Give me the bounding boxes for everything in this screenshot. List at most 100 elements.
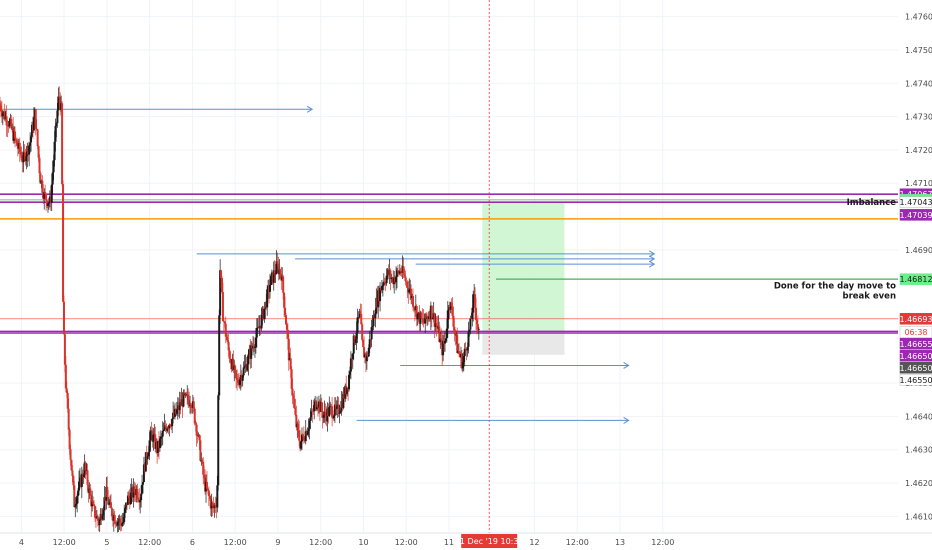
candle-body	[119, 518, 122, 523]
candle-body	[365, 356, 368, 362]
price-tick-label: 1.47400	[905, 79, 932, 88]
ray-arrowhead	[623, 362, 630, 369]
candle-body	[396, 270, 399, 272]
candle-body	[408, 289, 411, 293]
candle-body	[470, 318, 473, 320]
price-badge[interactable]	[899, 374, 932, 386]
candle-body	[62, 184, 65, 302]
candle-body	[372, 315, 375, 327]
candle-body	[77, 490, 80, 496]
candle-body	[192, 401, 195, 409]
candle-body	[359, 311, 362, 314]
candle-body	[178, 402, 181, 411]
time-axis[interactable]: 4 12:00 5 12:00 6 12:00 9 12:00 10 12:00 11 12 12:00…	[0, 532, 932, 550]
time-tick-label: 5	[104, 538, 109, 547]
candle-body	[460, 353, 463, 369]
price-badge-label: 1.46655	[899, 340, 932, 349]
candle-body	[292, 395, 295, 400]
grid	[0, 0, 898, 533]
annotation-text[interactable]: break even	[842, 291, 896, 301]
candle-body	[446, 310, 449, 329]
candle-body	[141, 482, 144, 485]
position-target-zone[interactable]	[482, 202, 565, 332]
candle-body	[445, 328, 448, 339]
price-badge[interactable]	[899, 209, 932, 221]
candle-body	[73, 485, 76, 508]
price-badge[interactable]	[899, 350, 932, 362]
candle-body	[71, 470, 74, 476]
price-badge[interactable]	[899, 338, 932, 350]
candle-body	[72, 475, 75, 486]
candle-body	[125, 502, 128, 509]
candle-body	[185, 393, 188, 396]
candle-body	[469, 318, 472, 330]
candle-body	[324, 411, 327, 416]
candle-body	[68, 429, 71, 450]
ray-lines[interactable]	[0, 105, 656, 424]
candle-body	[229, 358, 232, 363]
candle-body	[110, 502, 113, 509]
candle-body	[235, 370, 238, 378]
price-badge[interactable]	[899, 313, 932, 325]
candle-body	[47, 202, 50, 204]
candle-body	[321, 411, 324, 418]
candle-body	[312, 411, 315, 412]
candle-body	[19, 152, 22, 156]
candle-body	[168, 424, 171, 429]
long-position-tool[interactable]	[482, 202, 565, 355]
candle-body	[313, 405, 316, 412]
candle-body	[221, 292, 224, 322]
candle-body	[444, 338, 447, 341]
candle-body	[228, 350, 231, 359]
candle-body	[440, 338, 443, 341]
candle-body	[34, 109, 37, 130]
candle-body	[351, 353, 354, 359]
candle-body	[472, 294, 475, 313]
candle-body	[144, 452, 147, 472]
price-axis[interactable]: 1.47600 1.47500 1.47400 1.47300 1.47200 1.471…	[898, 0, 932, 533]
candle-body	[136, 489, 139, 499]
candle-body	[14, 131, 17, 139]
candle-body	[69, 449, 72, 460]
candle-body	[380, 285, 383, 291]
candle-body	[211, 502, 214, 507]
price-badge[interactable]	[899, 196, 932, 208]
annotation-text[interactable]: Imbalance	[847, 198, 897, 208]
candle-body	[263, 308, 266, 319]
candle-body	[474, 294, 477, 308]
candle-body	[50, 184, 53, 204]
candle-body	[114, 523, 117, 525]
position-stop-zone[interactable]	[482, 331, 565, 355]
annotation-text[interactable]: Done for the day move to	[774, 281, 896, 291]
candle-body	[133, 486, 136, 493]
candle-body	[188, 400, 191, 406]
candle-body	[62, 301, 65, 335]
price-badge[interactable]	[899, 273, 932, 285]
price-tick-label: 1.46900	[905, 246, 932, 255]
horizontal-lines[interactable]	[0, 193, 898, 334]
candle-body	[306, 431, 309, 435]
price-badge[interactable]	[899, 362, 932, 374]
candle-body	[127, 495, 130, 498]
candle-body	[221, 278, 224, 293]
price-badge[interactable]	[899, 326, 932, 338]
candle-body	[471, 312, 474, 319]
time-tick-label: 11	[444, 538, 454, 547]
candle-body	[46, 203, 49, 206]
price-tick-label: 1.46200	[905, 479, 932, 488]
candle-body	[269, 276, 272, 286]
candle-body	[216, 485, 219, 508]
time-tick-label: 13	[615, 538, 625, 547]
time-cursor-badge[interactable]	[461, 534, 518, 548]
candle-body	[63, 334, 66, 365]
candle-body	[328, 407, 331, 417]
candle-body	[139, 500, 142, 503]
candle-body	[452, 315, 455, 327]
candle-body	[309, 417, 312, 421]
candle-body	[214, 504, 217, 507]
candle-body	[339, 410, 342, 413]
candle-body	[116, 521, 119, 526]
candle-body	[225, 336, 228, 340]
